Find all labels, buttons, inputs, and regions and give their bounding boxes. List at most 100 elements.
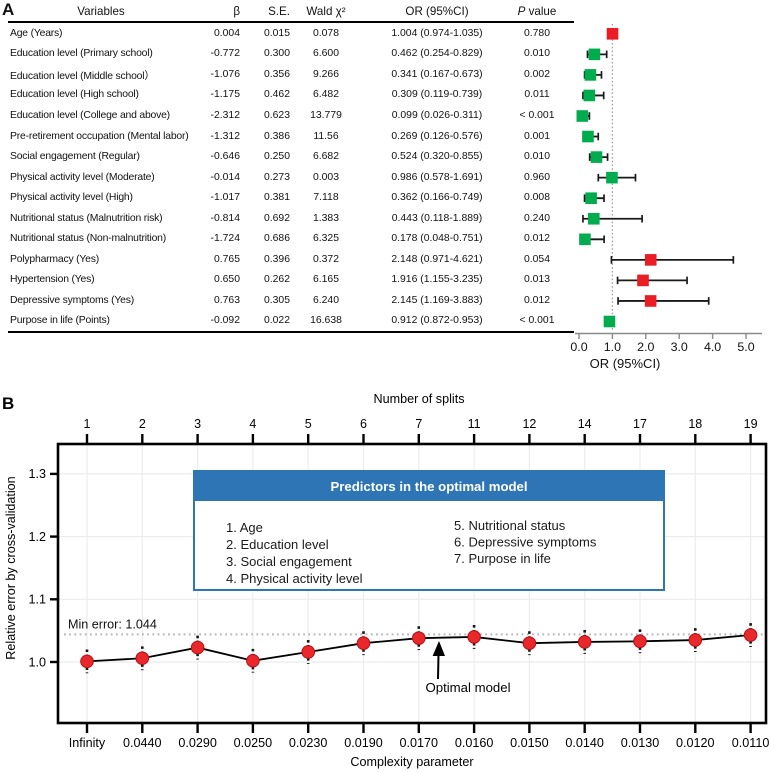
column-header: β <box>233 5 240 18</box>
table-cell: -0.014 <box>210 171 240 183</box>
table-cell: -1.175 <box>210 89 240 101</box>
table-cell: 0.341 (0.167-0.673) <box>391 68 483 80</box>
table-cell: 2.148 (0.971-4.621) <box>391 253 483 265</box>
predictor-item: 5. Nutritional status <box>454 518 566 533</box>
top-axis-tick-label: 6 <box>360 417 367 431</box>
table-cell: 0.462 <box>263 89 290 101</box>
x-tick-label: 0.0290 <box>178 736 217 750</box>
table-cell: 0.015 <box>263 27 290 39</box>
or-square-green <box>582 130 594 143</box>
table-cell: -0.646 <box>210 151 240 163</box>
forest-row <box>582 212 643 225</box>
table-cell: 1.916 (1.155-3.235) <box>391 274 483 286</box>
table-cell: 0.692 <box>263 212 290 224</box>
table-cell: Physical activity level (High) <box>10 192 133 204</box>
table-cell: 0.912 (0.872-0.953) <box>391 315 483 327</box>
table-cell: 0.309 (0.119-0.739) <box>391 89 483 101</box>
table-cell: 0.372 <box>312 253 339 265</box>
cv-plot: B Min error: 1.044 Predictors in the optim… <box>2 392 769 769</box>
x-tick-label: 0.0190 <box>344 736 383 750</box>
table-cell: 13.779 <box>310 109 342 121</box>
table-header-rule <box>8 21 574 23</box>
predictor-item: 6. Depressive symptoms <box>454 535 597 550</box>
table-cell: 0.178 (0.048-0.751) <box>391 233 483 245</box>
cv-point <box>80 654 94 669</box>
table-cell: Social engagement (Regular) <box>10 151 140 163</box>
predictors-box-title: Predictors in the optimal model <box>330 479 527 494</box>
top-axis-tick-label: 3 <box>194 417 201 431</box>
cv-point <box>743 628 758 642</box>
cv-point <box>577 635 592 649</box>
top-axis-tick-label: 14 <box>578 417 592 431</box>
table-cell: 0.002 <box>523 68 550 80</box>
x-tick-label: 0.0150 <box>510 736 549 750</box>
y-axis-label: Relative error by cross-validation <box>4 476 18 659</box>
table-row: Education level (Middle school） -1.076 0.3… <box>0 64 575 85</box>
table-cell: 6.165 <box>312 274 339 286</box>
or-square-red <box>644 254 657 266</box>
table-cell: -2.312 <box>210 109 240 121</box>
table-cell: Pre-retirement occupation (Mental labor) <box>10 130 189 142</box>
table-row: Age (Years) 0.004 0.015 0.078 1.004 (0.974-1… <box>0 23 575 44</box>
x-tick-label: 0.0250 <box>234 736 273 750</box>
panel-a: A Variables β S.E. Wald χ² OR (95%CI) P value… <box>0 0 762 371</box>
table-cell: 0.013 <box>523 274 550 286</box>
forest-axis-tick-label: 3.0 <box>671 340 688 354</box>
table-cell: 0.010 <box>523 48 550 60</box>
table-cell: -1.017 <box>210 192 240 204</box>
table-row: Polypharmacy (Yes) 0.765 0.396 0.372 2.148 (… <box>0 249 575 270</box>
table-cell: 0.273 <box>263 171 290 183</box>
table-cell: 0.011 <box>524 89 550 101</box>
table-row: Education level (College and above) -2.31… <box>0 105 575 126</box>
column-header: P value <box>517 5 557 18</box>
predictors-box: Predictors in the optimal model 1. Age 2. … <box>193 470 665 591</box>
cv-point <box>633 634 647 649</box>
table-cell: 0.686 <box>263 233 290 245</box>
table-cell: Depressive symptoms (Yes) <box>10 294 134 306</box>
table-cell: 6.240 <box>312 294 339 306</box>
forest-row <box>586 48 608 61</box>
table-cell: 0.250 <box>263 151 290 163</box>
cv-point <box>356 636 371 650</box>
top-axis-tick-label: 17 <box>633 417 647 431</box>
x-tick-label: Infinity <box>69 736 106 750</box>
or-square-red <box>637 274 649 287</box>
top-axis-tick-label: 7 <box>415 417 422 431</box>
forest-row <box>617 295 710 307</box>
cv-point <box>522 636 537 650</box>
table-cell: 0.008 <box>523 192 550 204</box>
table-row: Nutritional status (Malnutrition risk) -0… <box>0 208 575 229</box>
y-tick-label: 1.3 <box>28 467 46 481</box>
table-cell: 0.003 <box>312 171 339 183</box>
min-error-label: Min error: 1.044 <box>68 617 157 631</box>
forest-plot: 0.0 1.0 2.0 3.0 4.0 5.0 OR (95%CI) <box>570 24 762 371</box>
table-cell: 0.396 <box>263 253 290 265</box>
top-axis-tick-label: 19 <box>744 417 758 431</box>
or-square-red <box>644 295 657 307</box>
forest-axis-tick-label: 5.0 <box>737 340 754 354</box>
cv-point <box>301 645 316 659</box>
table-row: Physical activity level (Moderate) -0.014… <box>0 167 575 188</box>
predictor-item: 7. Purpose in life <box>454 551 551 566</box>
or-square-green <box>576 110 589 122</box>
table-cell: 0.524 (0.320-0.855) <box>391 151 483 163</box>
or-square-green <box>590 151 603 163</box>
table-cell: 0.078 <box>312 27 339 39</box>
forest-row <box>606 28 619 40</box>
x-tick-label: 0.0140 <box>565 736 604 750</box>
table-cell: -0.772 <box>210 48 240 60</box>
forest-row <box>588 151 609 163</box>
table-cell: Age (Years) <box>10 27 63 39</box>
cv-point <box>135 651 150 666</box>
or-square-green <box>585 192 597 204</box>
table-cell: 0.300 <box>263 48 290 60</box>
table-cell: 0.356 <box>263 68 290 80</box>
table-row: Depressive symptoms (Yes) 0.763 0.305 6.240… <box>0 290 575 311</box>
table-row: Hypertension (Yes) 0.650 0.262 6.165 1.916 (… <box>0 270 575 291</box>
table-cell: 0.305 <box>263 294 290 306</box>
table-row: Social engagement (Regular) -0.646 0.250 6.… <box>0 146 575 167</box>
table-cell: 0.960 <box>523 171 550 183</box>
table-cell: 0.099 (0.026-0.311) <box>391 109 483 121</box>
forest-axis-tick-label: 1.0 <box>604 340 621 354</box>
